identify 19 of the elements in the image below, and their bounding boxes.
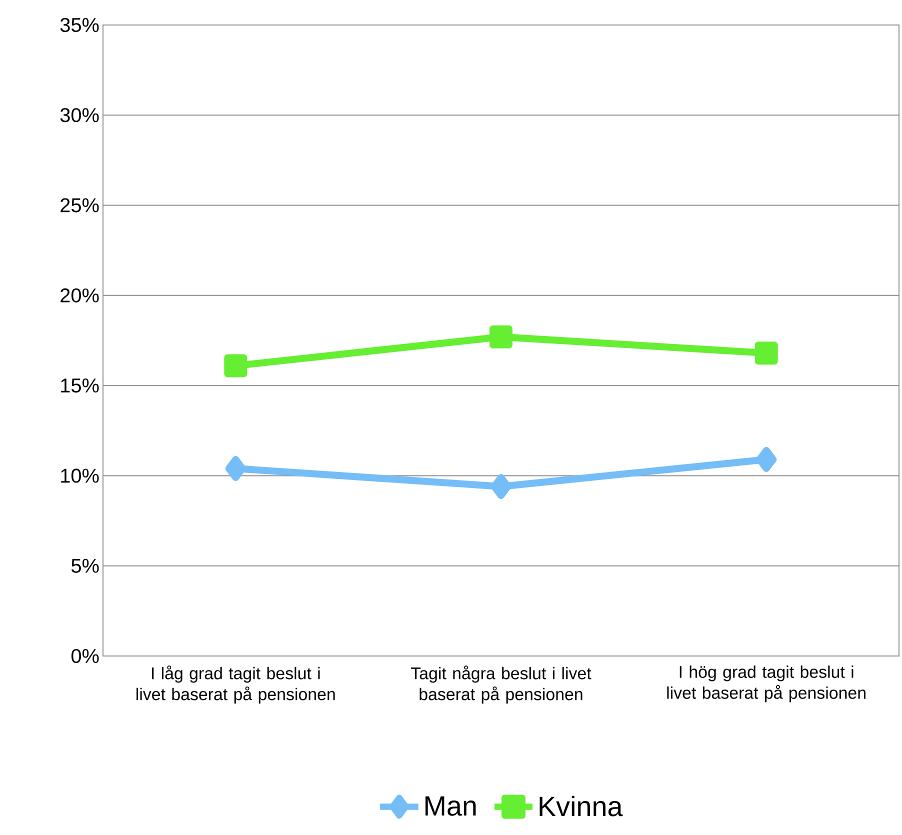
y-tick-label: 10%: [61, 468, 99, 483]
y-tick-label: 5%: [71, 558, 99, 573]
y-tick-label: 35%: [60, 18, 99, 32]
legend-label: Kvinna: [540, 796, 623, 816]
point: [224, 354, 248, 378]
x-tick-label: I hög grad tagit beslut i livet baserat på pensionen: [667, 666, 866, 702]
legend-label: Man: [426, 796, 476, 816]
x-tick-label: Tagit några beslut i livet baserat på pensionen: [411, 666, 592, 704]
point: [490, 325, 513, 348]
y-tick-label: 25%: [60, 198, 99, 212]
point: [490, 474, 512, 500]
point: [756, 446, 777, 472]
y-tick-label: 0%: [71, 648, 99, 664]
point: [225, 456, 246, 481]
y-tick-label: 15%: [61, 378, 99, 393]
point: [754, 342, 778, 365]
x-tick-label: I låg grad tagit beslut i livet baserat på pensionen: [136, 666, 335, 704]
y-tick-label: 20%: [60, 288, 99, 302]
y-tick-label: 30%: [60, 108, 99, 122]
